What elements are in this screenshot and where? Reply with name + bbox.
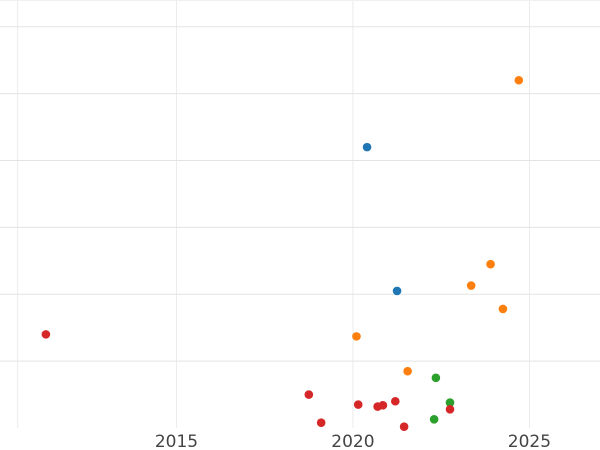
- data-point: [399, 422, 409, 431]
- data-point: [390, 396, 400, 406]
- data-point: [304, 390, 314, 399]
- data-point: [352, 332, 361, 341]
- data-point: [362, 142, 372, 152]
- data-point: [466, 281, 476, 290]
- grid-lines: [0, 0, 600, 428]
- x-axis-tick-labels: 2015 2020 2025: [155, 432, 551, 450]
- data-point: [353, 400, 363, 409]
- data-point: [514, 75, 524, 85]
- data-points: [41, 75, 524, 431]
- data-point: [378, 400, 388, 410]
- data-point: [429, 415, 439, 424]
- data-point: [392, 286, 402, 296]
- data-point: [498, 304, 508, 314]
- x-tick-label: 2020: [331, 432, 374, 450]
- data-point: [41, 330, 51, 339]
- data-point: [316, 418, 326, 427]
- data-point: [431, 373, 441, 383]
- data-point: [445, 404, 455, 414]
- data-point: [403, 366, 412, 376]
- x-tick-label: 2025: [508, 432, 551, 450]
- data-point: [445, 398, 455, 407]
- data-point: [486, 259, 495, 269]
- x-tick-label: 2015: [155, 432, 198, 450]
